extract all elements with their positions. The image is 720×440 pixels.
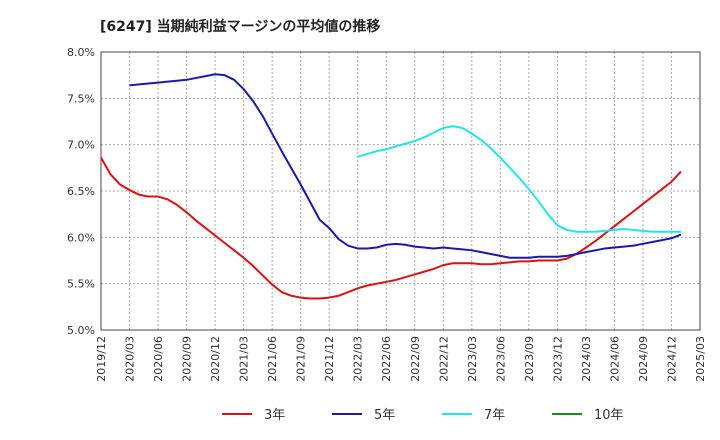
x-tick-label: 2023/03: [466, 336, 479, 382]
series-line-2: [129, 73, 682, 259]
x-tick-label: 2025/03: [694, 336, 707, 382]
x-tick-label: 2021/09: [295, 336, 308, 382]
x-tick-label: 2021/03: [238, 336, 251, 382]
y-tick-label: 7.0%: [67, 139, 95, 152]
y-tick-label: 5.0%: [67, 324, 95, 337]
x-tick-label: 2020/06: [152, 336, 165, 382]
y-tick-label: 7.5%: [67, 92, 95, 105]
y-tick-label: 6.5%: [67, 185, 95, 198]
x-axis: 2019/12 2020/03 2020/06 2020/09 2020/12 2021/…: [95, 336, 707, 382]
series-line-3: [357, 125, 681, 233]
legend-label-3: 7年: [484, 408, 505, 423]
legend: 3年 5年 7年 10年: [222, 408, 624, 423]
x-tick-label: 2021/12: [323, 336, 336, 382]
x-tick-label: 2022/09: [409, 336, 422, 382]
plot-background: [101, 52, 700, 330]
x-tick-label: 2024/03: [580, 336, 593, 382]
x-tick-label: 2024/12: [665, 336, 678, 382]
x-tick-label: 2024/06: [608, 336, 621, 382]
chart-title: [6247] 当期純利益マージンの平均値の推移: [100, 18, 380, 35]
plot-area: [100, 51, 701, 331]
x-tick-label: 2021/06: [266, 336, 279, 382]
x-tick-label: 2019/12: [95, 336, 108, 382]
x-tick-label: 2023/12: [551, 336, 564, 382]
x-tick-label: 2020/09: [181, 336, 194, 382]
y-tick-label: 5.5%: [67, 278, 95, 291]
x-tick-label: 2024/09: [637, 336, 650, 382]
y-tick-label: 8.0%: [67, 46, 95, 59]
x-tick-label: 2022/12: [437, 336, 450, 382]
y-axis: 5.0% 5.5% 6.0% 6.5% 7.0% 7.5% 8.0%: [67, 46, 95, 337]
x-tick-label: 2023/06: [494, 336, 507, 382]
legend-label-4: 10年: [594, 408, 624, 423]
legend-label-2: 5年: [374, 408, 395, 423]
x-tick-label: 2022/06: [380, 336, 393, 382]
series-group: [100, 73, 682, 300]
x-tick-label: 2020/12: [209, 336, 222, 382]
plot-frame: [100, 51, 701, 331]
legend-label-1: 3年: [264, 408, 285, 423]
y-tick-label: 6.0%: [67, 231, 95, 244]
x-tick-label: 2023/09: [523, 336, 536, 382]
series-line-1: [100, 157, 682, 300]
x-tick-label: 2020/03: [124, 336, 137, 382]
x-tick-label: 2022/03: [352, 336, 365, 382]
